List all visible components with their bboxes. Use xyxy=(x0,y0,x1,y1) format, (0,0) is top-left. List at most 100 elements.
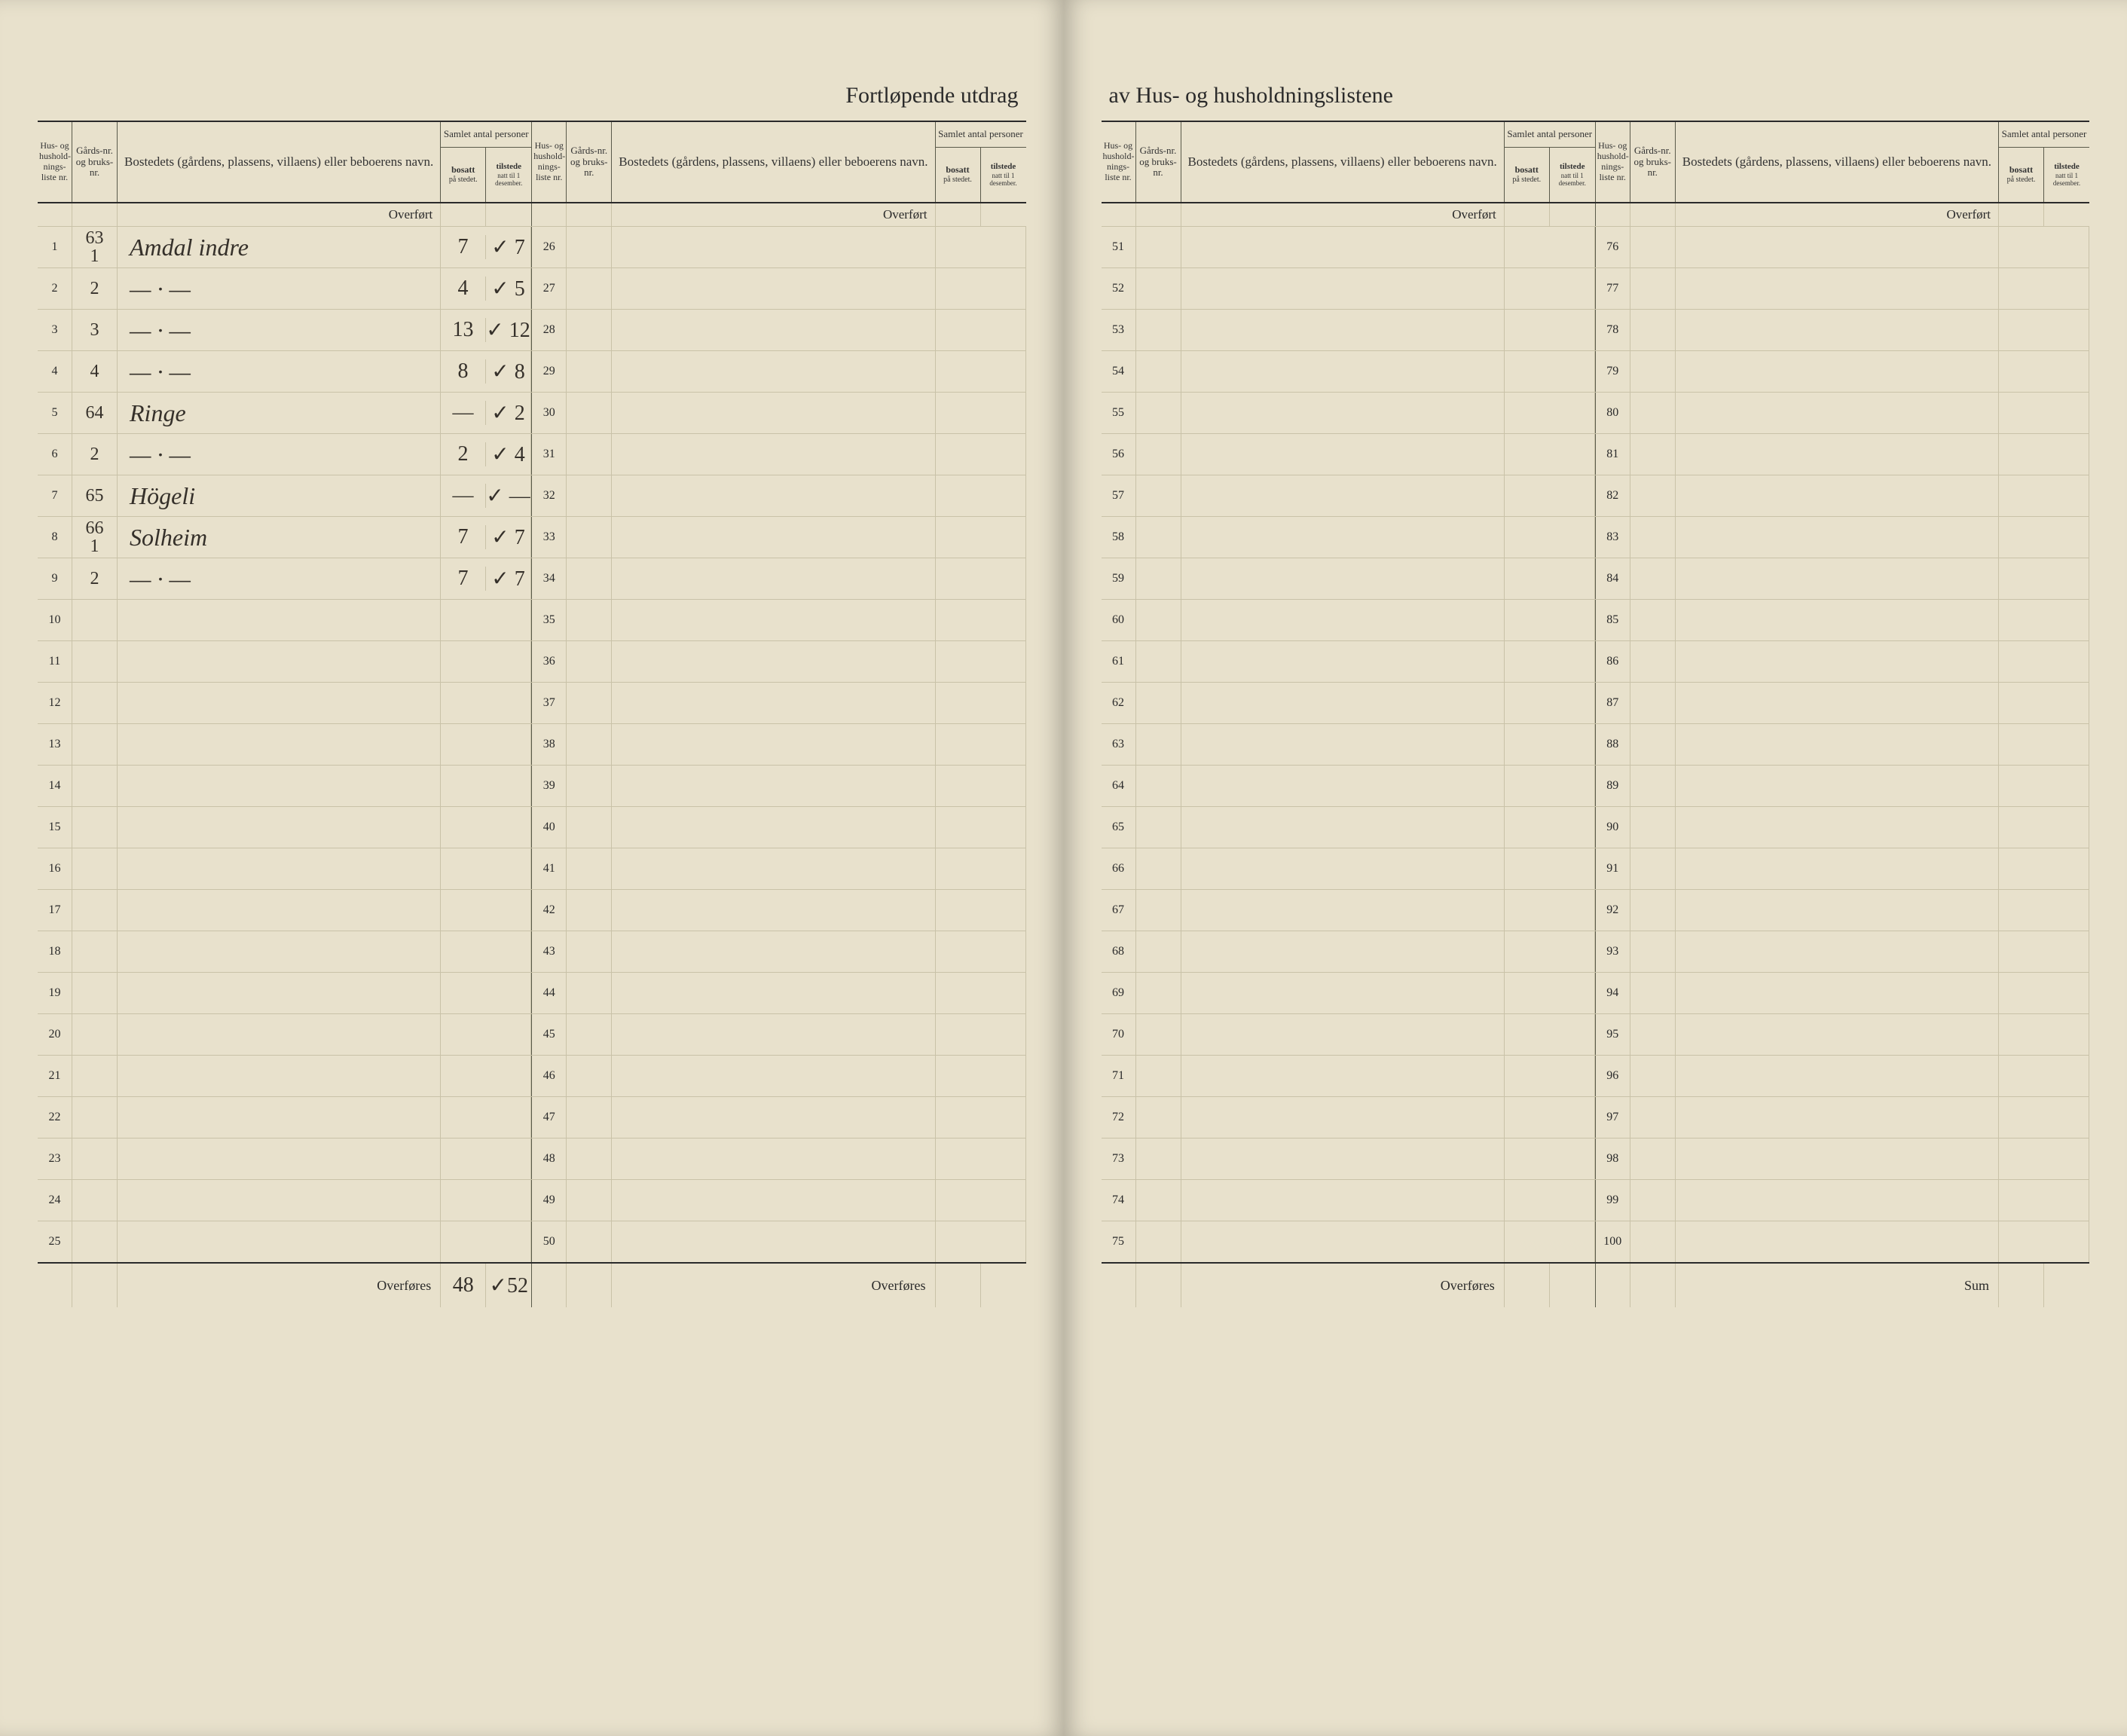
cell-liste-nr: 83 xyxy=(1596,517,1630,558)
cell-count xyxy=(441,766,531,806)
cell-count: 7 ✓ 7 xyxy=(441,517,531,558)
cell-gard-nr xyxy=(1630,475,1676,516)
cell-liste-nr: 44 xyxy=(532,973,567,1013)
cell-bosatt: — xyxy=(453,401,474,425)
cell-liste-nr: 18 xyxy=(38,931,72,972)
cell-bosted-name xyxy=(1676,641,1999,682)
header-bosatt: bosattpå stedet. xyxy=(1999,148,2044,202)
table-row: 1 631 Amdal indre 7 ✓ 7 26 xyxy=(38,226,1026,267)
cell-count xyxy=(1999,890,2089,931)
cell-gard-nr xyxy=(1136,1097,1181,1138)
cell-liste-nr: 86 xyxy=(1596,641,1630,682)
cell-liste-nr: 29 xyxy=(532,351,567,392)
header-tilstede: tilstedenatt til 1 desember. xyxy=(1550,148,1595,202)
cell-gard-nr: 3 xyxy=(72,310,118,350)
table-row: 11 36 xyxy=(38,640,1026,682)
cell-bosted-name xyxy=(1676,1180,1999,1221)
cell-count xyxy=(441,641,531,682)
cell-gard-nr xyxy=(567,1138,612,1179)
overfort-label: Overført xyxy=(118,203,441,226)
header-bosted: Bostedets (gårdens, plassens, villaens) … xyxy=(1181,122,1505,202)
cell-bosted-name xyxy=(612,1056,935,1096)
header-count-top: Samlet antal personer xyxy=(441,122,531,148)
cell-gard-nr xyxy=(1630,848,1676,889)
cell-liste-nr: 49 xyxy=(532,1180,567,1221)
cell-count xyxy=(1999,724,2089,765)
cell-count xyxy=(936,434,1026,475)
cell-bosted-name: Högeli xyxy=(118,475,441,516)
cell-bosatt: 7 xyxy=(458,525,469,549)
cell-liste-nr: 21 xyxy=(38,1056,72,1096)
cell-gard-nr xyxy=(72,683,118,723)
cell-count xyxy=(441,1138,531,1179)
footer-row: Overføres 48 ✓52 Overføres xyxy=(38,1262,1026,1307)
header-liste-nr: Hus- og hushold-nings-liste nr. xyxy=(532,122,567,202)
cell-bosted-name: — · — xyxy=(118,558,441,599)
cell-count xyxy=(1999,393,2089,433)
cell-gard-nr xyxy=(1136,973,1181,1013)
cell-bosted-name xyxy=(1181,931,1505,972)
cell-count xyxy=(936,766,1026,806)
cell-bosted-name xyxy=(612,351,935,392)
header-liste-nr: Hus- og hushold-nings-liste nr. xyxy=(1596,122,1630,202)
cell-gard-nr xyxy=(72,890,118,931)
cell-bosted-name: — · — xyxy=(118,351,441,392)
cell-count xyxy=(441,724,531,765)
cell-liste-nr: 10 xyxy=(38,600,72,640)
cell-liste-nr: 1 xyxy=(38,227,72,267)
cell-gard-nr xyxy=(1136,351,1181,392)
cell-liste-nr: 48 xyxy=(532,1138,567,1179)
cell-liste-nr: 6 xyxy=(38,434,72,475)
cell-count xyxy=(1505,558,1595,599)
cell-count xyxy=(936,1097,1026,1138)
table-row: 10 35 xyxy=(38,599,1026,640)
cell-count xyxy=(1505,1014,1595,1055)
cell-bosatt: 7 xyxy=(458,235,469,259)
overfort-row: Overført Overført xyxy=(38,203,1026,226)
cell-bosted-name: — · — xyxy=(118,310,441,350)
header-count: Samlet antal personer bosattpå stedet. t… xyxy=(936,122,1026,202)
cell-gard-nr: 631 xyxy=(72,227,118,267)
cell-bosted-name xyxy=(118,1138,441,1179)
cell-count xyxy=(936,475,1026,516)
cell-count xyxy=(936,1221,1026,1262)
cell-gard-nr xyxy=(1630,558,1676,599)
cell-bosted-name xyxy=(1181,310,1505,350)
cell-liste-nr: 30 xyxy=(532,393,567,433)
cell-bosted-name xyxy=(612,227,935,267)
cell-bosted-name xyxy=(1181,973,1505,1013)
cell-gard-nr xyxy=(72,641,118,682)
cell-gard-nr xyxy=(1136,1014,1181,1055)
cell-liste-nr: 43 xyxy=(532,931,567,972)
table-row: 13 38 xyxy=(38,723,1026,765)
cell-liste-nr: 68 xyxy=(1102,931,1136,972)
table-row: 54 79 xyxy=(1102,350,2090,392)
table-row: 14 39 xyxy=(38,765,1026,806)
header-count-top: Samlet antal personer xyxy=(936,122,1026,148)
cell-count xyxy=(1505,766,1595,806)
cell-bosted-name xyxy=(1676,724,1999,765)
cell-gard-nr xyxy=(1136,475,1181,516)
table-row: 75 100 xyxy=(1102,1221,2090,1262)
header-count: Samlet antal personer bosattpå stedet. t… xyxy=(441,122,531,202)
cell-liste-nr: 26 xyxy=(532,227,567,267)
cell-gard-nr: 65 xyxy=(72,475,118,516)
cell-gard-nr xyxy=(1136,807,1181,848)
table-row: 4 4 — · — 8 ✓ 8 29 xyxy=(38,350,1026,392)
cell-count xyxy=(936,393,1026,433)
cell-liste-nr: 66 xyxy=(1102,848,1136,889)
cell-count xyxy=(1505,931,1595,972)
cell-count xyxy=(1999,683,2089,723)
cell-gard-nr xyxy=(1136,1056,1181,1096)
cell-gard-nr xyxy=(1630,890,1676,931)
header-tilstede: tilstedenatt til 1 desember. xyxy=(981,148,1026,202)
cell-liste-nr: 92 xyxy=(1596,890,1630,931)
cell-liste-nr: 91 xyxy=(1596,848,1630,889)
cell-bosted-name xyxy=(1181,1097,1505,1138)
cell-liste-nr: 36 xyxy=(532,641,567,682)
cell-count xyxy=(1505,227,1595,267)
cell-liste-nr: 87 xyxy=(1596,683,1630,723)
cell-liste-nr: 37 xyxy=(532,683,567,723)
cell-bosted-name xyxy=(1181,393,1505,433)
cell-liste-nr: 73 xyxy=(1102,1138,1136,1179)
